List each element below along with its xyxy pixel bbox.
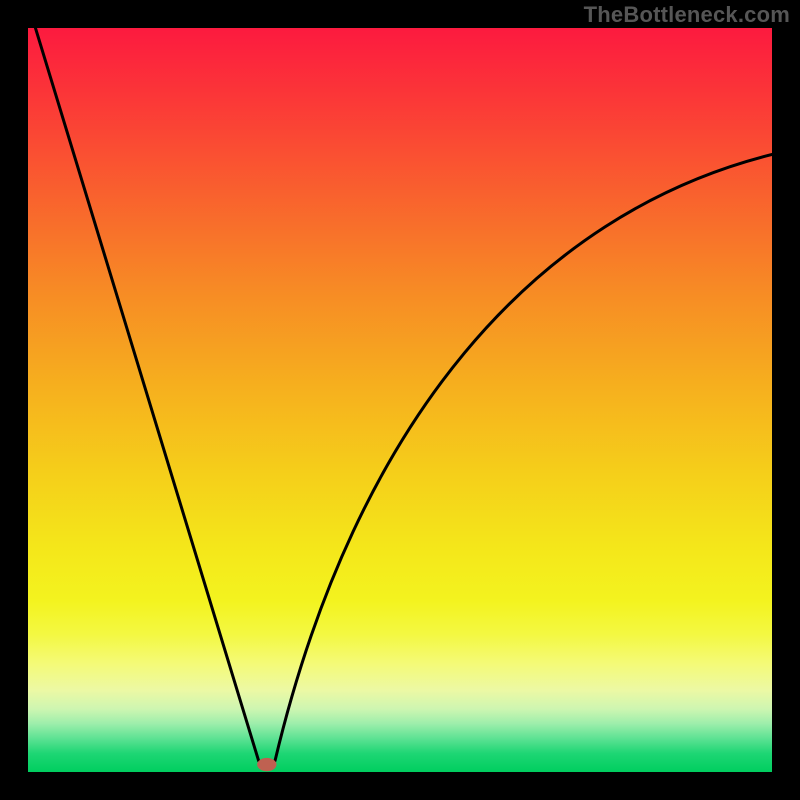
- bottleneck-chart: [28, 28, 772, 772]
- watermark-text: TheBottleneck.com: [584, 2, 790, 28]
- minimum-marker: [257, 758, 276, 771]
- chart-area: [28, 28, 772, 772]
- gradient-background: [28, 28, 772, 772]
- outer-frame: TheBottleneck.com: [0, 0, 800, 800]
